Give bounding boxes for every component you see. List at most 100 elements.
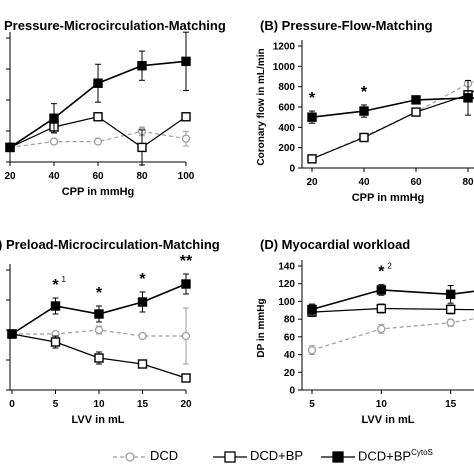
significance-marker: *: [96, 285, 103, 302]
data-point-dcd-bp-cytos: [359, 106, 369, 116]
data-point-dcd-bp-cytos: [137, 61, 147, 71]
x-tick-label: 80: [136, 171, 148, 182]
legend: DCD DCD+BP DCD+BPCytoS: [0, 448, 474, 470]
data-point-dcd-bp: [376, 303, 387, 314]
data-point-dcd-bp-cytos: [445, 289, 456, 300]
x-tick-label: 15: [137, 399, 149, 410]
data-point-dcd-bp: [93, 112, 103, 122]
data-point-dcd: [377, 324, 386, 334]
data-point-dcd: [49, 137, 59, 146]
series-line-1: [311, 90, 474, 160]
data-point-dcd-bp: [137, 359, 148, 369]
x-tick-label: 100: [178, 171, 195, 182]
significance-marker: *: [361, 84, 368, 101]
significance-marker: **: [180, 253, 193, 270]
x-tick-label: 40: [358, 177, 370, 188]
significance-marker: *: [309, 90, 316, 107]
data-point-dcd-bp-cytos: [50, 301, 61, 311]
data-point-dcd-bp-cytos: [307, 304, 317, 315]
data-point-dcd-bp-cytos: [181, 56, 191, 67]
y-tick-label: 0: [289, 386, 295, 397]
data-point-dcd-bp-cytos: [376, 285, 387, 295]
data-point-dcd-bp-cytos: [137, 297, 148, 307]
data-point-dcd: [94, 325, 104, 335]
panel-a-chart: 20 40 60 80 100 CPP in mmHg: [4, 31, 195, 198]
data-point-dcd-bp: [181, 373, 191, 383]
y-tick-label: 800: [278, 82, 295, 93]
series-line-0: [9, 130, 187, 148]
significance-marker: *: [52, 277, 59, 294]
data-point-dcd: [181, 331, 191, 341]
data-point-dcd-bp-cytos: [5, 142, 15, 153]
significance-superscript: 2: [387, 262, 392, 271]
y-tick-label: 40: [284, 350, 296, 361]
x-tick-label: 60: [410, 177, 422, 188]
x-axis-label: CPP in mmHg: [62, 186, 135, 198]
x-tick-label: 20: [180, 399, 192, 410]
data-point-dcd-bp: [411, 107, 421, 117]
significance-superscript: 1: [62, 275, 67, 284]
data-point-dcd-bp: [307, 154, 317, 164]
y-tick-label: 120: [278, 279, 295, 290]
legend-marker-dcd: [113, 452, 147, 462]
data-point-dcd-bp: [445, 304, 456, 315]
x-tick-label: 5: [309, 399, 315, 410]
panel-d-chart: 5 10 15 0 20 40 60 80 100 120 140 LVV in mL DP in mm…: [256, 260, 474, 426]
y-axis-label: Coronary flow in mL/min: [256, 48, 267, 165]
y-tick-label: 100: [278, 297, 295, 308]
data-point-dcd-bp: [94, 353, 104, 363]
data-point-dcd-bp: [359, 132, 369, 143]
data-point-dcd-bp-cytos: [93, 78, 103, 88]
x-axis-label: LVV in mL: [362, 414, 415, 426]
x-axis-label: LVV in mL: [72, 414, 125, 426]
y-tick-label: 200: [278, 143, 295, 154]
x-tick-label: 20: [306, 177, 318, 188]
panel-c-title: ) Preload-Microcirculation-Matching: [0, 237, 220, 252]
data-point-dcd: [93, 137, 103, 146]
y-tick-label: 600: [278, 103, 295, 114]
legend-label-dcd-bp: DCD+BP: [250, 448, 304, 463]
panel-d-title: (D) Myocardial workload: [260, 237, 411, 252]
x-tick-label: 60: [92, 171, 104, 182]
significance-marker: *: [378, 264, 385, 281]
data-point-dcd-bp: [181, 112, 191, 122]
data-point-dcd-bp-cytos: [181, 279, 191, 289]
data-point-dcd-bp-cytos: [307, 112, 317, 122]
legend-label-dcd-bp-cytos: DCD+BPCytoS: [358, 448, 433, 463]
x-tick-label: 0: [9, 399, 15, 410]
y-tick-label: 1200: [273, 42, 296, 53]
significance-marker: *: [139, 271, 146, 288]
legend-label-dcd: DCD: [150, 448, 179, 463]
y-axis-label: DP in mmHg: [256, 298, 267, 357]
x-tick-label: 15: [445, 399, 457, 410]
x-tick-label: 10: [93, 399, 105, 410]
series-line-1: [311, 307, 474, 313]
y-tick-label: 140: [278, 262, 295, 273]
x-tick-label: 10: [376, 399, 388, 410]
x-tick-label: 80: [462, 177, 474, 188]
series-line-0: [311, 80, 474, 160]
data-point-dcd-bp: [137, 142, 147, 153]
y-tick-label: 80: [284, 315, 296, 326]
data-point-dcd-bp-cytos: [7, 329, 17, 339]
y-tick-label: 1000: [273, 62, 296, 73]
data-point-dcd-bp-cytos: [411, 95, 421, 105]
panel-b-title: (B) Pressure-Flow-Matching: [260, 18, 433, 33]
y-tick-label: 20: [284, 368, 296, 379]
data-point-dcd-bp-cytos: [463, 93, 473, 103]
data-point-dcd: [307, 345, 317, 355]
x-tick-label: 5: [53, 399, 59, 410]
legend-marker-dcd-bp-cytos: [321, 451, 355, 463]
legend-label-cytos-superscript: CytoS: [411, 448, 433, 457]
legend-marker-dcd-bp: [213, 451, 247, 463]
data-point-dcd: [446, 318, 455, 327]
x-axis-label: CPP in mmHg: [352, 192, 425, 204]
y-tick-label: 0: [289, 164, 295, 175]
y-tick-label: 60: [284, 332, 296, 343]
data-point-dcd-bp: [50, 337, 61, 347]
x-tick-label: 20: [4, 171, 16, 182]
legend-label-dcd-bp-cytos-main: DCD+BP: [358, 448, 412, 464]
